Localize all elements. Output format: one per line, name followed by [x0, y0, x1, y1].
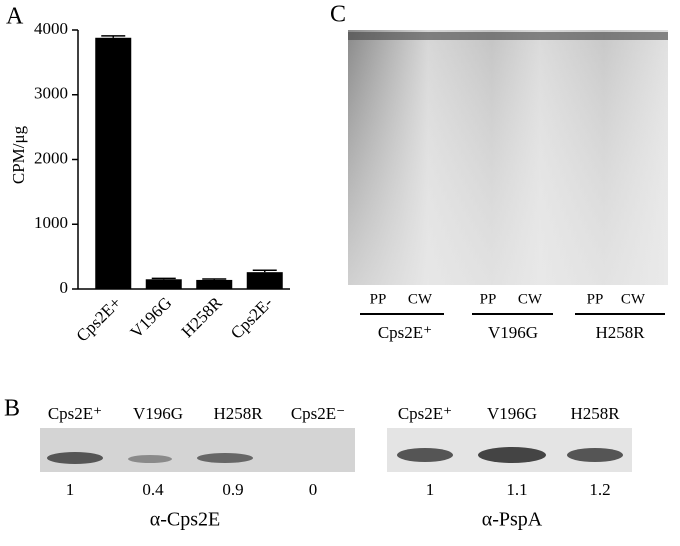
y-tick-label: 4000: [34, 19, 68, 38]
fraction-label: PP: [370, 291, 387, 307]
lane-label: Cps2E⁺: [398, 404, 452, 423]
strain-label: V196G: [488, 323, 538, 342]
lane-label: Cps2E⁺: [48, 404, 102, 423]
panel-label: C: [330, 2, 346, 28]
strain-label: H258R: [595, 323, 645, 342]
panel-label: A: [6, 4, 24, 30]
bar: [246, 272, 283, 289]
blot-band: [47, 452, 103, 464]
y-axis-label: CPM/μg: [9, 125, 28, 184]
quantity: 0.4: [142, 480, 164, 499]
fraction-label: PP: [587, 291, 604, 307]
strain-label: Cps2E⁺: [378, 323, 432, 342]
gel-well: [348, 32, 668, 40]
y-tick-label: 2000: [34, 148, 68, 167]
quantity: 0.9: [222, 480, 243, 499]
y-tick-label: 0: [60, 278, 69, 297]
bar: [95, 37, 132, 289]
x-tick-label: H258R: [178, 293, 227, 342]
blot-labels: Cps2E⁺ 1 V196G 0.4 H258R 0.9 Cps2E⁻ 0 α-Cps2E Cps…: [48, 404, 620, 531]
panel-label: B: [4, 396, 20, 422]
quantity: 1: [66, 480, 75, 499]
lane-label: H258R: [213, 404, 263, 423]
lane-label: H258R: [570, 404, 620, 423]
quantity: 0: [309, 480, 318, 499]
antibody-label: α-Cps2E: [150, 509, 220, 531]
y-tick-label: 1000: [34, 213, 68, 232]
antibody-label: α-PspA: [482, 509, 543, 531]
gel-shade: [348, 30, 668, 285]
bar: [196, 279, 233, 289]
lane-label: V196G: [133, 404, 183, 423]
lane-label: Cps2E⁻: [291, 404, 345, 423]
quantity: 1.2: [589, 480, 610, 499]
blot-band: [478, 447, 546, 463]
blot-image: [40, 428, 355, 472]
blot-band: [197, 453, 253, 463]
bar-chart: 0 1000 2000 3000 4000 Cps2E+ V196G H258R Cps2E-: [34, 19, 290, 345]
bar: [145, 279, 182, 289]
fraction-label: CW: [621, 291, 646, 307]
lane-label: V196G: [487, 404, 537, 423]
y-tick-label: 3000: [34, 84, 68, 103]
x-tick-label: V196G: [127, 293, 176, 342]
blot-band: [128, 455, 172, 463]
quantity: 1.1: [506, 480, 527, 499]
fraction-label: CW: [518, 291, 543, 307]
gel-labels: PP CW PP CW PP CW Cps2E⁺ V196G H258R: [370, 291, 646, 341]
quantity: 1: [426, 480, 435, 499]
x-tick-label: Cps2E-: [227, 293, 277, 343]
blot-band: [567, 448, 623, 462]
fraction-label: CW: [408, 291, 433, 307]
blot-band: [397, 448, 453, 462]
fraction-label: PP: [480, 291, 497, 307]
x-tick-label: Cps2E+: [73, 293, 125, 345]
